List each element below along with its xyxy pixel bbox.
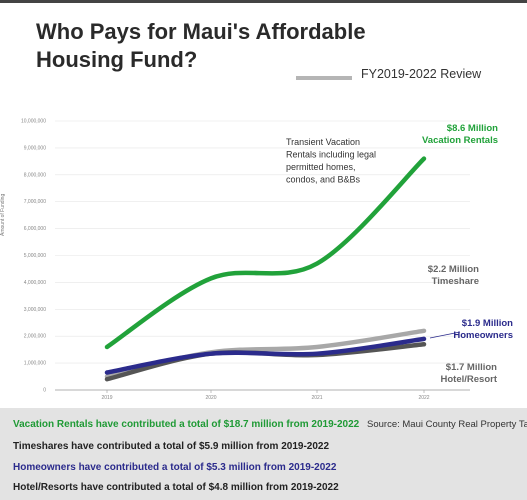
series-name-label: Vacation Rentals: [422, 135, 498, 146]
x-tick-label: 2022: [418, 395, 429, 401]
series-value-label: $1.7 Million: [446, 362, 497, 373]
y-tick-label: 0: [43, 388, 46, 394]
annotation-line: Rentals including legal: [286, 150, 376, 160]
line-chart: 0 1,000,000 2,000,000 3,000,000 4,000,000 5,0…: [21, 119, 513, 402]
y-tick-label: 3,000,000: [24, 307, 46, 313]
page-title: Who Pays for Maui's Affordable Housing F…: [36, 19, 366, 72]
series-value-label: $1.9 Million: [462, 318, 513, 329]
y-tick-label: 8,000,000: [24, 172, 46, 178]
series-value-label: $8.6 Million: [447, 123, 498, 134]
x-tick-label: 2020: [205, 395, 216, 401]
footer-homeowners-total: Homeowners have contributed a total of $…: [13, 462, 337, 473]
source-note: Source: Maui County Real Property Tax: [367, 419, 527, 430]
annotation-line: condos, and B&Bs: [286, 175, 361, 185]
footer-vacation-total: Vacation Rentals have contributed a tota…: [13, 419, 360, 430]
homeowners-pointer: [429, 331, 461, 339]
y-tick-label: 7,000,000: [24, 199, 46, 205]
footer-panel: Vacation Rentals have contributed a tota…: [0, 408, 527, 500]
y-tick-label: 6,000,000: [24, 226, 46, 232]
annotation-line: permitted homes,: [286, 162, 356, 172]
x-tick-label: 2019: [101, 395, 112, 401]
series-line-homeowners: [104, 336, 427, 375]
y-tick-label: 2,000,000: [24, 334, 46, 340]
series-name-label: Timeshare: [432, 276, 479, 287]
y-tick-label: 4,000,000: [24, 280, 46, 286]
y-tick-label: 9,000,000: [24, 145, 46, 151]
series-name-label: Homeowners: [453, 330, 513, 341]
series-name-label: Hotel/Resort: [441, 374, 498, 385]
footer-timeshare-total: Timeshares have contributed a total of $…: [13, 441, 330, 452]
top-rule: [0, 0, 527, 3]
y-tick-label: 10,000,000: [21, 119, 46, 125]
series-value-label: $2.2 Million: [428, 264, 479, 275]
x-tick-label: 2021: [311, 395, 322, 401]
page-subtitle: FY2019-2022 Review: [361, 67, 482, 81]
subtitle-legend-swatch: [296, 76, 352, 80]
annotation-line: Transient Vacation: [286, 137, 360, 147]
series-line-vacation-rentals: [104, 156, 427, 350]
footer-hotel-total: Hotel/Resorts have contributed a total o…: [13, 482, 339, 493]
y-tick-label: 5,000,000: [24, 253, 46, 259]
y-tick-label: 1,000,000: [24, 361, 46, 367]
